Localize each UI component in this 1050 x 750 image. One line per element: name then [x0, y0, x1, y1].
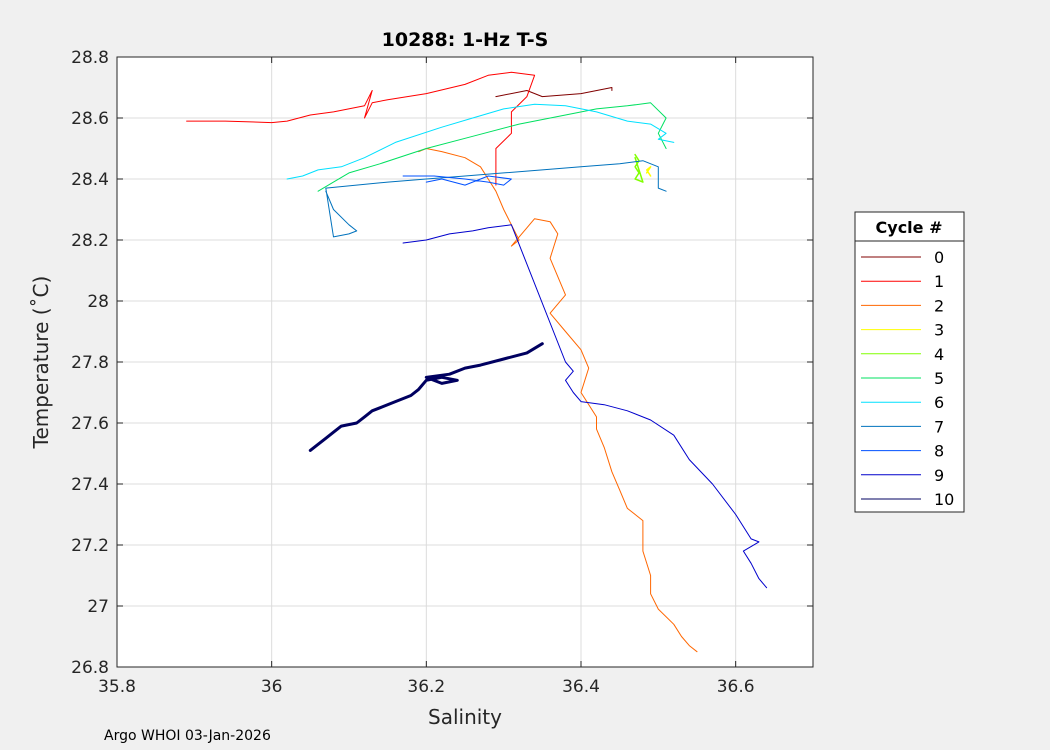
legend-items: 0 1 2 3 4 5 6 7 8 9 10 [861, 248, 954, 509]
legend-label-6: 6 [934, 393, 944, 412]
y-tick-label: 27.8 [71, 353, 109, 373]
series-line-cycle-0 [495, 87, 613, 98]
x-tick-label: 36 [261, 677, 283, 697]
legend-title: Cycle # [876, 218, 943, 237]
legend-label-3: 3 [934, 321, 944, 340]
axis-ticks: 35.8 36 36.2 36.4 36.6 26.8 27 27.2 27.4 27.6 27.8… [71, 48, 813, 697]
legend-label-5: 5 [934, 369, 944, 388]
x-tick-label: 36.2 [407, 677, 445, 697]
legend-label-10: 10 [934, 490, 954, 509]
legend-box [854, 211, 965, 513]
series-line-cycle-4 [634, 153, 644, 183]
series-line-cycle-3 [645, 166, 652, 177]
y-tick-label: 28.6 [71, 109, 109, 129]
y-tick-label: 27.2 [71, 536, 109, 556]
x-tick-label: 36.6 [717, 677, 755, 697]
legend-label-7: 7 [934, 417, 944, 436]
y-tick-label: 28.4 [71, 170, 109, 190]
series-line-cycle-5 [317, 102, 667, 192]
y-axis-label: Temperature (˚C) [29, 276, 53, 450]
series-line-cycle-10 [308, 342, 544, 452]
y-tick-label: 28 [87, 292, 109, 312]
y-tick-label: 26.8 [71, 658, 109, 678]
x-tick-label: 35.8 [98, 677, 136, 697]
y-tick-label: 28.8 [71, 48, 109, 68]
legend-label-2: 2 [934, 296, 944, 315]
chart-title: 10288: 1-Hz T-S [382, 29, 549, 51]
legend-label-8: 8 [934, 442, 944, 461]
series-line-cycle-8 [402, 175, 512, 186]
legend-label-9: 9 [934, 466, 944, 485]
y-tick-label: 27.6 [71, 414, 109, 434]
x-axis-label: Salinity [428, 705, 502, 729]
x-tick-label: 36.4 [562, 677, 600, 697]
series-line-cycle-2 [418, 148, 698, 653]
series-layer [186, 71, 768, 653]
legend-label-1: 1 [934, 272, 944, 291]
y-tick-label: 27.4 [71, 475, 109, 495]
footer-credit: Argo WHOI 03-Jan-2026 [104, 728, 271, 744]
y-tick-label: 28.2 [71, 231, 109, 251]
legend: Cycle # 0 1 2 3 4 5 6 7 8 9 10 [854, 211, 965, 513]
series-line-cycle-6 [286, 103, 675, 180]
y-tick-label: 27 [87, 597, 109, 617]
legend-label-4: 4 [934, 345, 944, 364]
series-line-cycle-9 [402, 224, 768, 589]
legend-label-0: 0 [934, 248, 944, 267]
